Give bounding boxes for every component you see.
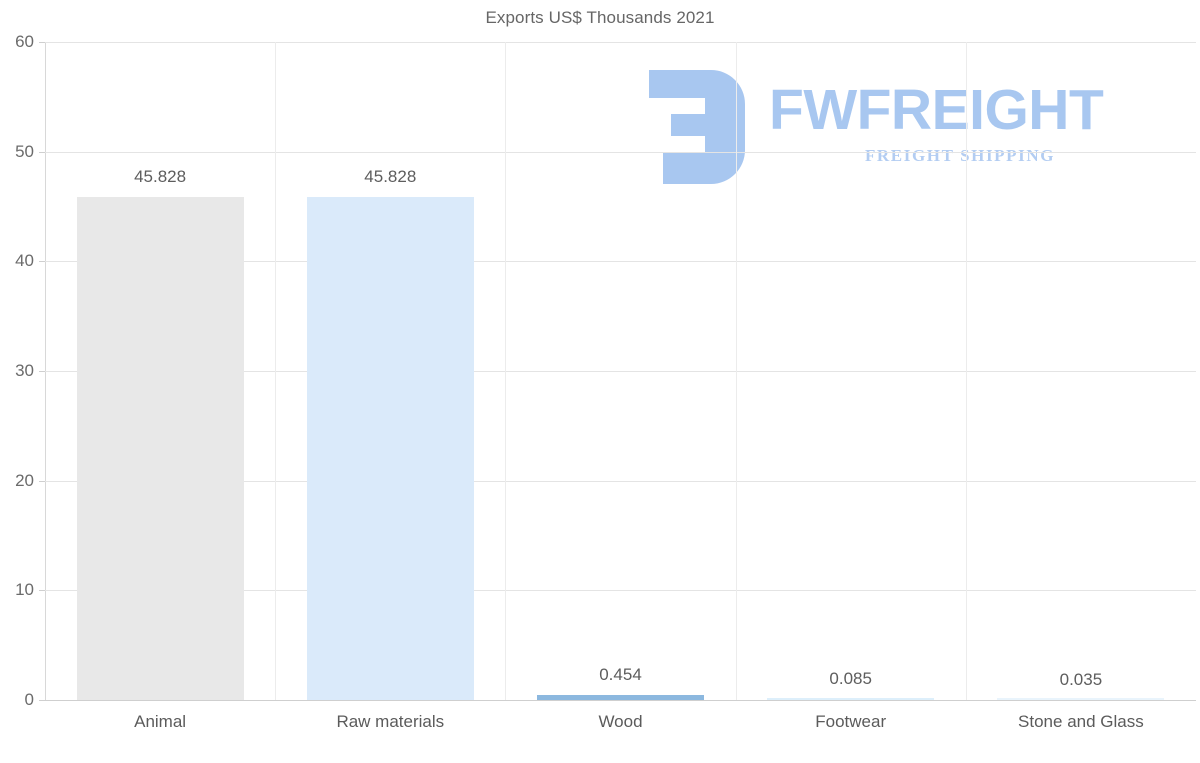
bar-footwear[interactable] [767,698,935,700]
y-axis-tick-mark [39,480,45,482]
bar-wood[interactable] [537,695,704,700]
gridline-horizontal [45,590,1196,592]
y-axis-tick-mark [39,42,45,43]
bar-value-label: 45.828 [364,167,417,187]
y-axis-tick-label: 50 [15,141,34,161]
y-axis-tick-label: 60 [15,32,34,51]
gridline-horizontal [45,480,1196,482]
y-axis-tick-mark [39,700,45,701]
x-axis-category-label: Footwear [815,712,887,731]
gridline-horizontal [45,42,1196,43]
gridline-horizontal [45,700,1196,701]
y-axis-tick-mark [39,590,45,592]
y-axis-tick-label: 20 [15,470,34,490]
gridline-vertical [505,42,506,700]
gridline-horizontal [45,151,1196,153]
x-axis-category-label: Wood [598,712,643,731]
gridline-vertical [275,42,276,700]
y-axis-tick-mark [39,261,45,263]
y-axis-tick-label: 0 [24,690,34,709]
y-axis-tick-label: 40 [15,251,34,271]
y-axis-tick-mark [39,151,45,153]
bar-value-label: 0.035 [1059,669,1103,689]
x-axis-category-label: Animal [134,712,187,731]
bar-value-label: 0.454 [599,665,642,685]
bar-stone-and-glass[interactable] [997,698,1165,700]
y-axis-tick-label: 30 [15,361,34,380]
y-axis-tick-label: 10 [15,580,34,600]
gridline-horizontal [45,261,1196,263]
bar-raw-materials[interactable] [306,197,474,700]
chart-title: Exports US$ Thousands 2021 [485,8,715,27]
x-axis-category-label: Raw materials [336,712,445,731]
bar-animal[interactable] [76,197,244,700]
y-axis-tick-mark [39,371,45,372]
gridline-horizontal [45,371,1196,372]
gridline-vertical [736,42,737,700]
x-axis-category-label: Stone and Glass [1018,712,1144,731]
bar-value-label: 0.085 [829,669,872,689]
bar-value-label: 45.828 [134,167,187,187]
gridline-vertical [966,42,967,700]
plot-area: 0 10 20 30 40 50 60 45.828 45.828 0.454 0.085 0.035 [15,32,1196,709]
